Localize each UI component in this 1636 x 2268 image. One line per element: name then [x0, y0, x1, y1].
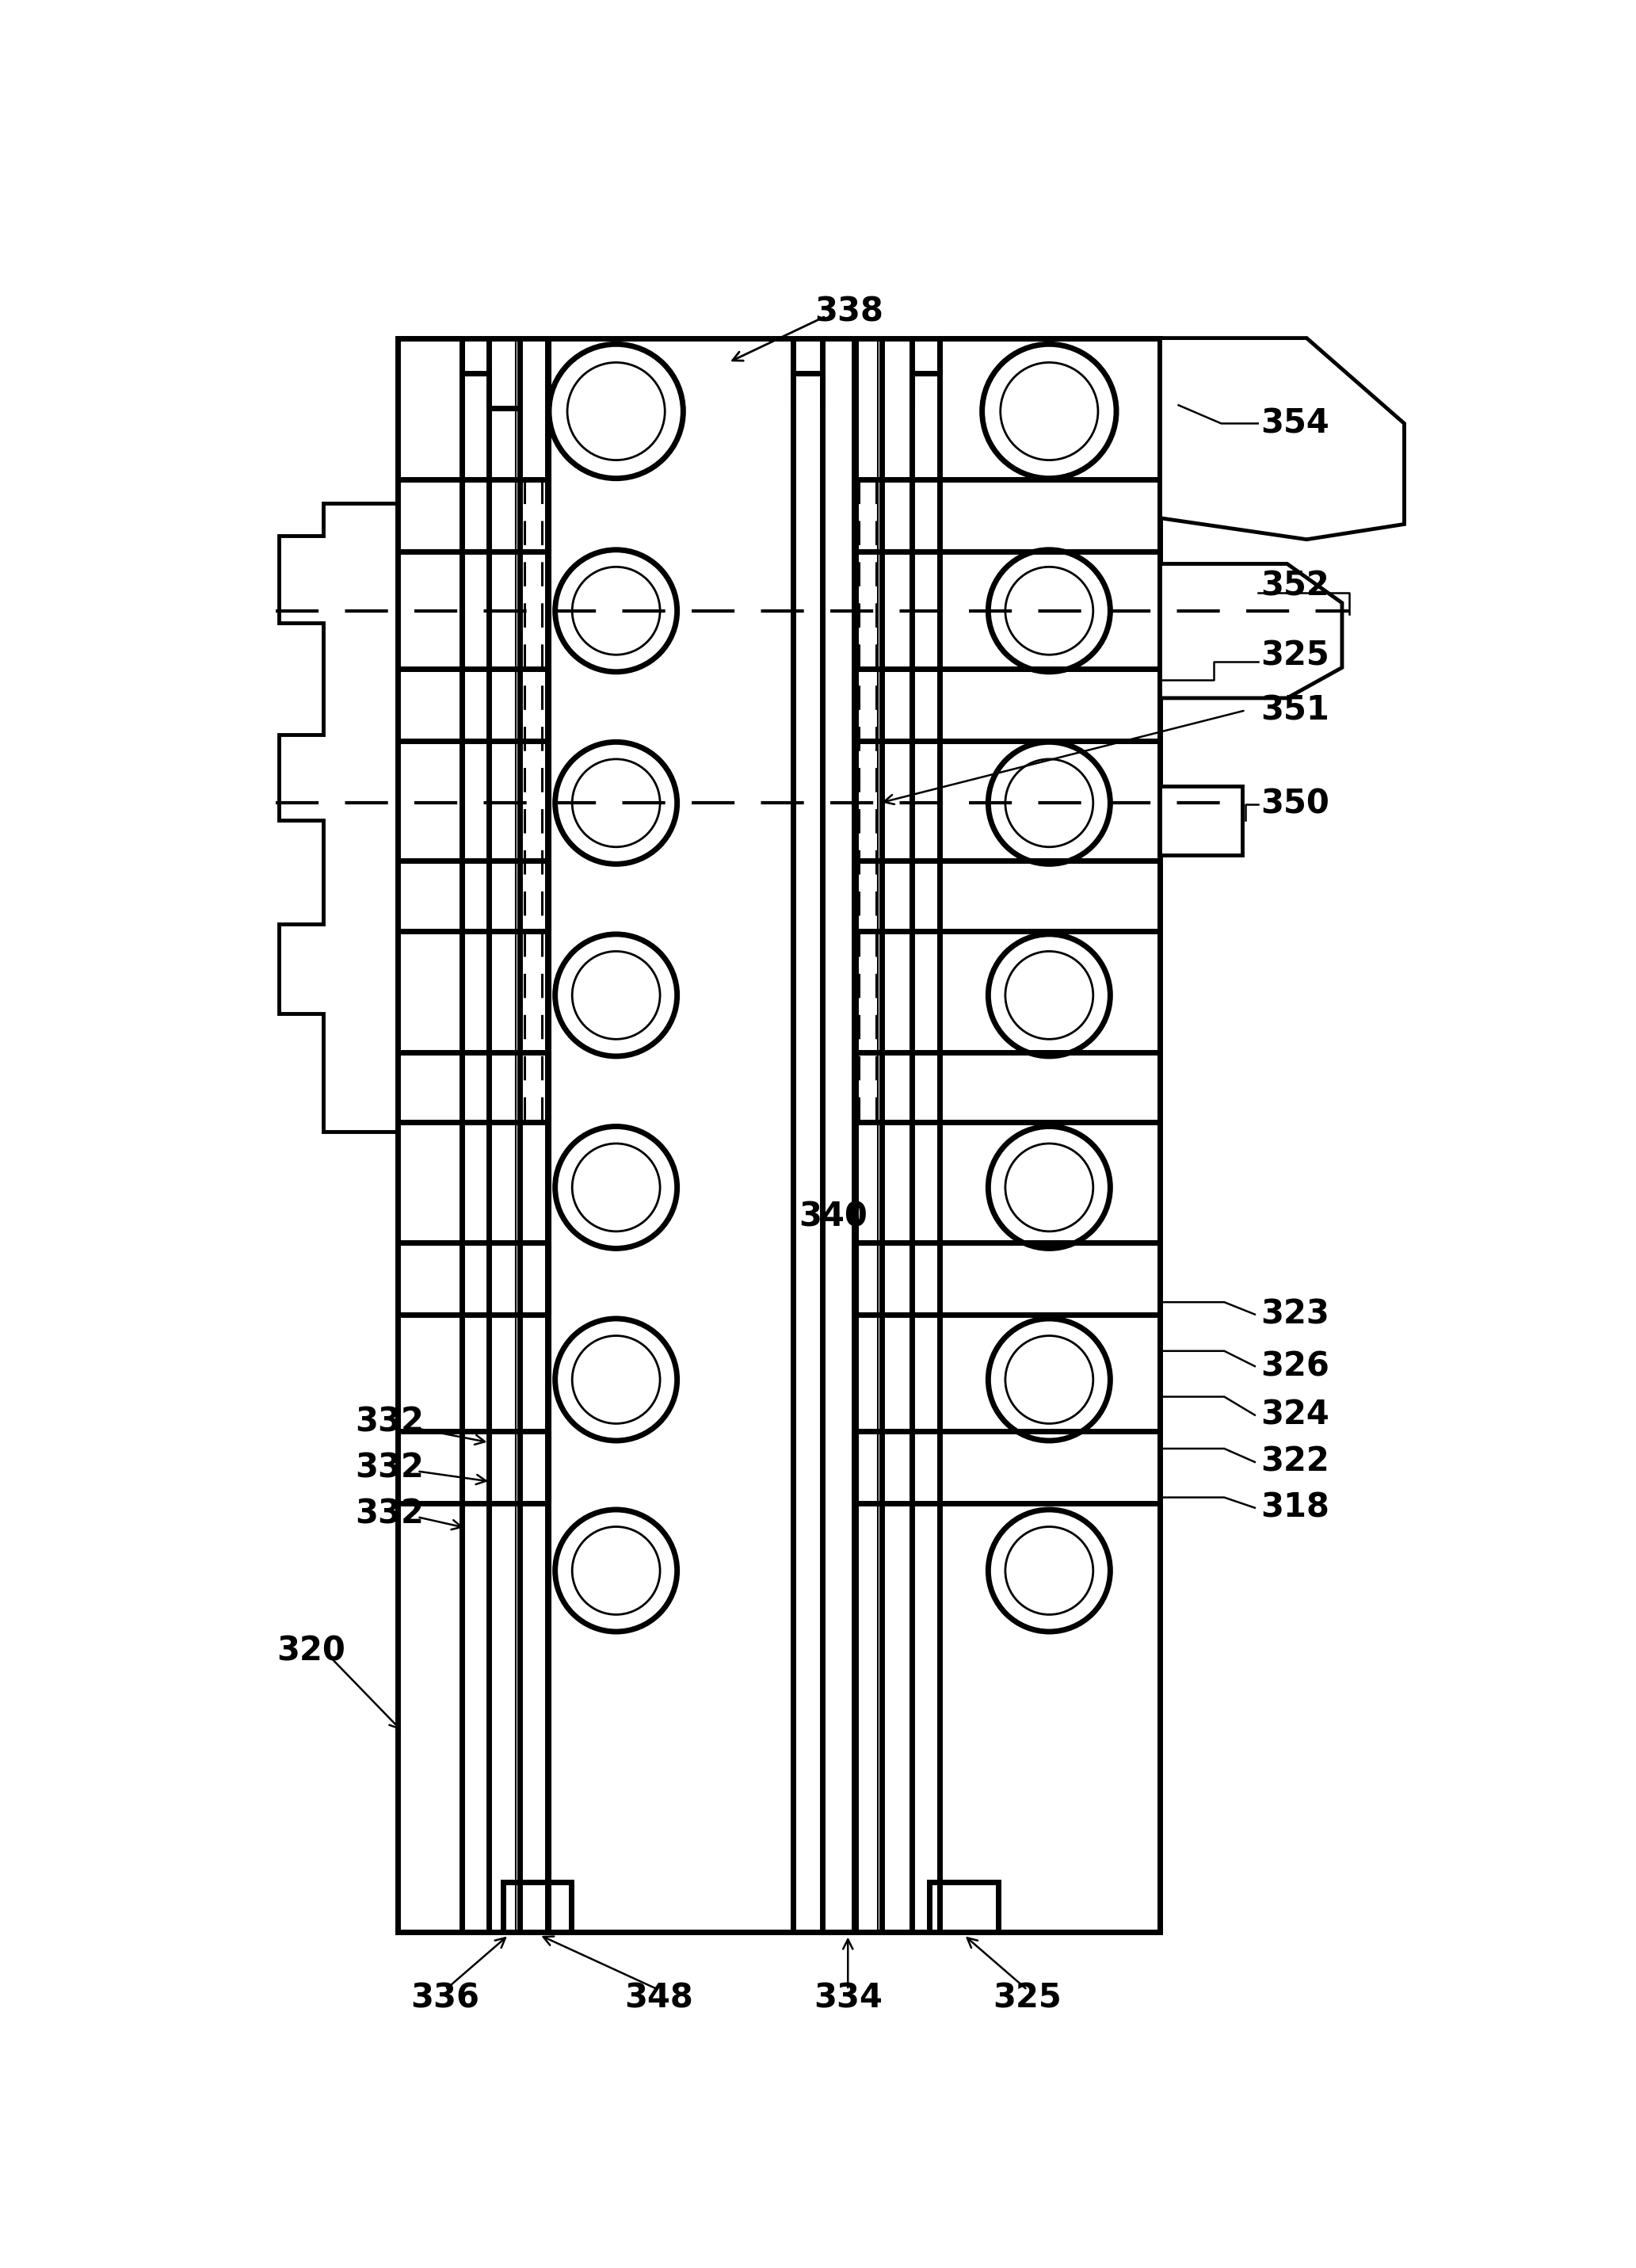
Text: 322: 322 [1261, 1445, 1330, 1479]
Polygon shape [1160, 565, 1342, 699]
Text: 340: 340 [798, 1200, 869, 1234]
Text: 332: 332 [355, 1497, 424, 1531]
Text: 325: 325 [1261, 640, 1330, 671]
Circle shape [1005, 1336, 1093, 1424]
Polygon shape [1160, 338, 1404, 540]
Circle shape [573, 760, 659, 846]
Text: 318: 318 [1261, 1490, 1330, 1524]
Text: 338: 338 [815, 295, 883, 329]
Circle shape [988, 549, 1111, 671]
Text: 348: 348 [625, 1982, 694, 2014]
Circle shape [568, 363, 664, 460]
Text: 351: 351 [1261, 694, 1330, 728]
Text: 324: 324 [1261, 1399, 1330, 1431]
Circle shape [573, 950, 659, 1039]
Circle shape [555, 1127, 677, 1247]
Circle shape [1005, 760, 1093, 846]
Circle shape [555, 549, 677, 671]
Text: 354: 354 [1261, 406, 1330, 440]
Polygon shape [929, 1882, 998, 1932]
Circle shape [555, 934, 677, 1057]
Text: 326: 326 [1261, 1349, 1330, 1383]
Polygon shape [1160, 787, 1243, 855]
Text: 332: 332 [355, 1452, 424, 1486]
Circle shape [988, 1318, 1111, 1440]
Circle shape [573, 1143, 659, 1232]
Polygon shape [504, 1882, 571, 1932]
Circle shape [555, 1510, 677, 1631]
Polygon shape [398, 338, 1160, 1932]
Circle shape [573, 1526, 659, 1615]
Circle shape [988, 1510, 1111, 1631]
Text: 350: 350 [1261, 787, 1330, 821]
Circle shape [1005, 950, 1093, 1039]
Circle shape [988, 934, 1111, 1057]
Circle shape [1005, 1526, 1093, 1615]
Circle shape [555, 1318, 677, 1440]
Circle shape [1005, 1143, 1093, 1232]
Circle shape [988, 1127, 1111, 1247]
Text: 334: 334 [813, 1982, 882, 2014]
Circle shape [573, 567, 659, 655]
Circle shape [988, 742, 1111, 864]
Text: 332: 332 [355, 1406, 424, 1438]
Circle shape [573, 1336, 659, 1424]
Circle shape [1000, 363, 1098, 460]
Circle shape [982, 345, 1116, 479]
Text: 352: 352 [1261, 569, 1330, 603]
Text: 336: 336 [411, 1982, 479, 2014]
Text: 325: 325 [993, 1982, 1062, 2014]
Text: 320: 320 [276, 1635, 345, 1667]
Circle shape [555, 742, 677, 864]
Circle shape [1005, 567, 1093, 655]
Circle shape [550, 345, 684, 479]
Text: 323: 323 [1261, 1297, 1330, 1331]
